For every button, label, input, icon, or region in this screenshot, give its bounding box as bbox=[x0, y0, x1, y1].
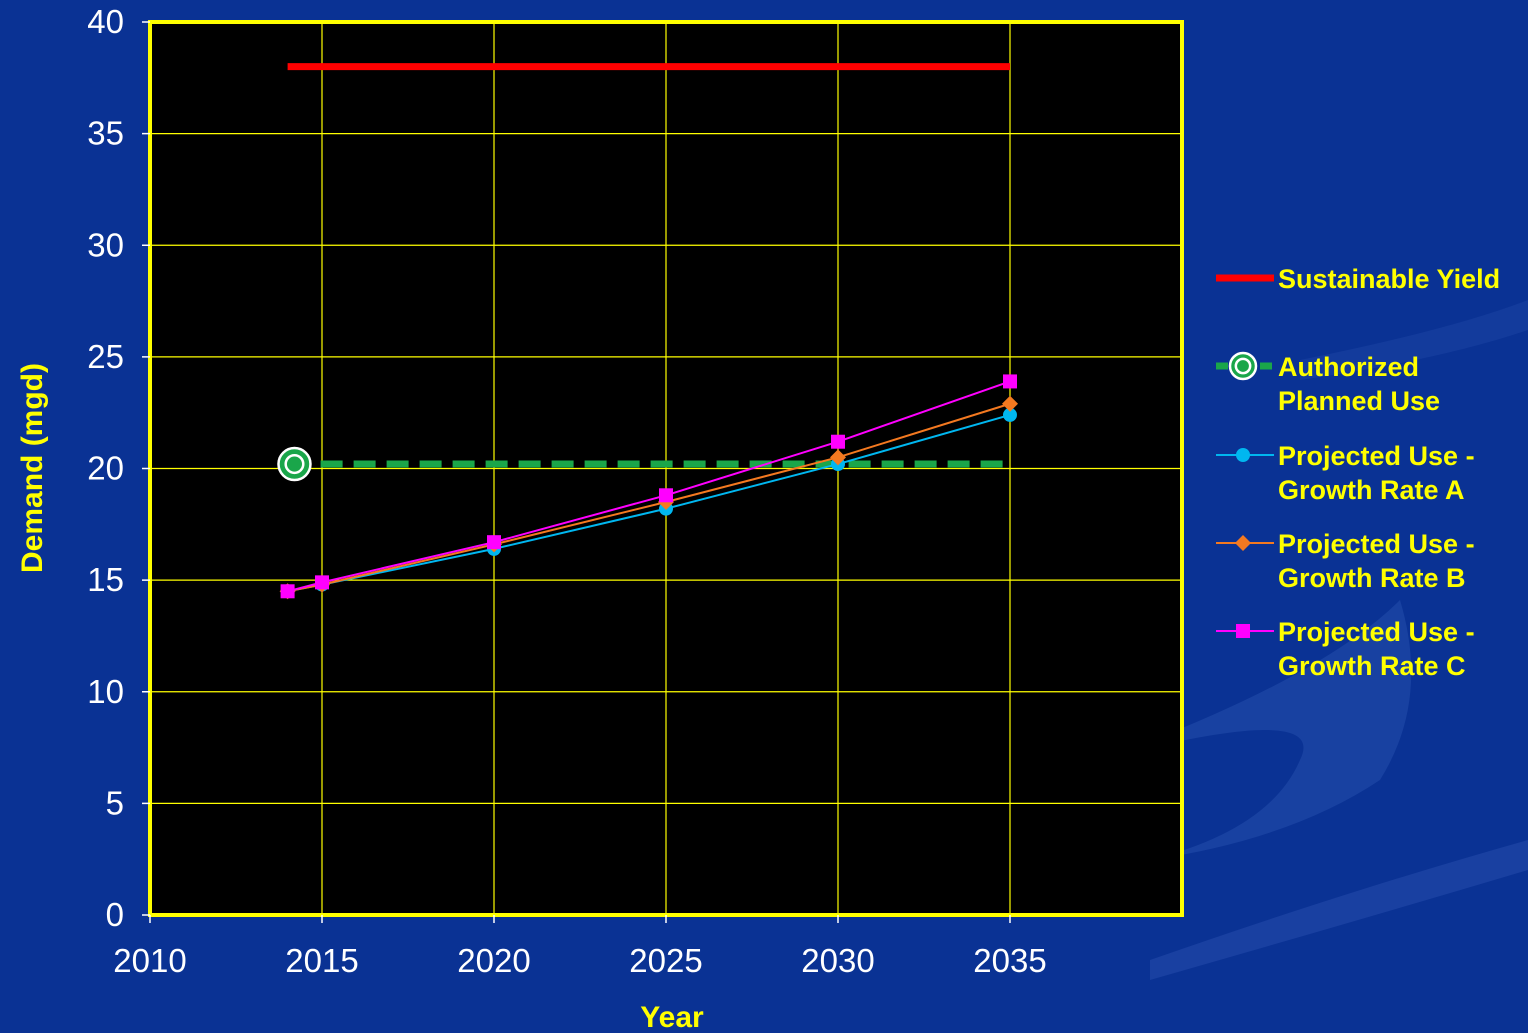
series-1 bbox=[277, 446, 1010, 482]
y-tick-label-0: 0 bbox=[106, 896, 124, 933]
y-tick-label-10: 10 bbox=[87, 673, 124, 710]
legend-label-1-0: Authorized bbox=[1278, 352, 1419, 382]
x-tick-label-2010: 2010 bbox=[113, 942, 186, 979]
legend-label-0-0: Sustainable Yield bbox=[1278, 264, 1500, 294]
series-2-marker-5 bbox=[1003, 407, 1017, 422]
x-axis-title: Year bbox=[640, 1001, 704, 1033]
series-4-marker-3 bbox=[659, 488, 673, 503]
legend-label-2-1: Growth Rate A bbox=[1278, 475, 1465, 505]
series-1-marker-0-inner bbox=[284, 453, 305, 475]
series-4-marker-2 bbox=[487, 535, 501, 550]
y-tick-label-20: 20 bbox=[87, 450, 124, 487]
legend-label-3-1: Growth Rate B bbox=[1278, 563, 1466, 593]
legend-swatch-marker-1-inner bbox=[1234, 357, 1252, 375]
y-axis-title: Demand (mgd) bbox=[16, 363, 49, 573]
legend-label-1-1: Planned Use bbox=[1278, 386, 1440, 416]
legend-entry-2: Projected Use - Growth Rate A bbox=[1216, 441, 1475, 505]
y-tick-label-40: 40 bbox=[87, 3, 124, 40]
legend-entry-0: Sustainable Yield bbox=[1216, 264, 1500, 294]
legend-entry-4: Projected Use - Growth Rate C bbox=[1216, 617, 1475, 681]
series-4 bbox=[280, 374, 1017, 599]
x-axis-ticks: 2010 2015 2020 2025 2030 2035 bbox=[113, 915, 1047, 979]
series-3-marker-5 bbox=[1002, 395, 1018, 412]
legend-entry-1: Authorized Planned Use bbox=[1216, 351, 1440, 416]
series-layer bbox=[277, 63, 1018, 600]
x-tick-label-2020: 2020 bbox=[457, 942, 530, 979]
y-tick-label-30: 30 bbox=[87, 226, 124, 263]
legend-label-3-0: Projected Use - bbox=[1278, 529, 1475, 559]
series-4-marker-0 bbox=[280, 584, 295, 599]
series-1-marker-0 bbox=[277, 446, 312, 482]
x-tick-label-2015: 2015 bbox=[285, 942, 358, 979]
legend-swatch-marker-4 bbox=[1236, 624, 1250, 638]
y-tick-label-15: 15 bbox=[87, 561, 124, 598]
y-tick-label-5: 5 bbox=[106, 784, 124, 821]
legend-swatch-marker-1 bbox=[1228, 351, 1258, 381]
y-tick-label-35: 35 bbox=[87, 115, 124, 152]
legend-swatch-marker-2 bbox=[1236, 448, 1250, 462]
legend: Sustainable Yield Authorized Planned Use Pr… bbox=[1216, 264, 1500, 681]
y-tick-label-25: 25 bbox=[87, 338, 124, 375]
series-4-marker-1 bbox=[315, 575, 329, 590]
legend-label-4-1: Growth Rate C bbox=[1278, 651, 1466, 681]
x-tick-label-2035: 2035 bbox=[973, 942, 1046, 979]
x-tick-label-2030: 2030 bbox=[801, 942, 874, 979]
series-4-marker-4 bbox=[831, 434, 845, 449]
y-axis-ticks: 0 5 10 15 20 25 30 35 40 bbox=[87, 3, 150, 933]
series-4-marker-5 bbox=[1003, 374, 1017, 389]
legend-swatch-marker-3 bbox=[1235, 535, 1251, 551]
legend-label-2-0: Projected Use - bbox=[1278, 441, 1475, 471]
x-tick-label-2025: 2025 bbox=[629, 942, 702, 979]
legend-label-4-0: Projected Use - bbox=[1278, 617, 1475, 647]
series-3-marker-4 bbox=[830, 449, 846, 466]
legend-entry-3: Projected Use - Growth Rate B bbox=[1216, 529, 1475, 593]
